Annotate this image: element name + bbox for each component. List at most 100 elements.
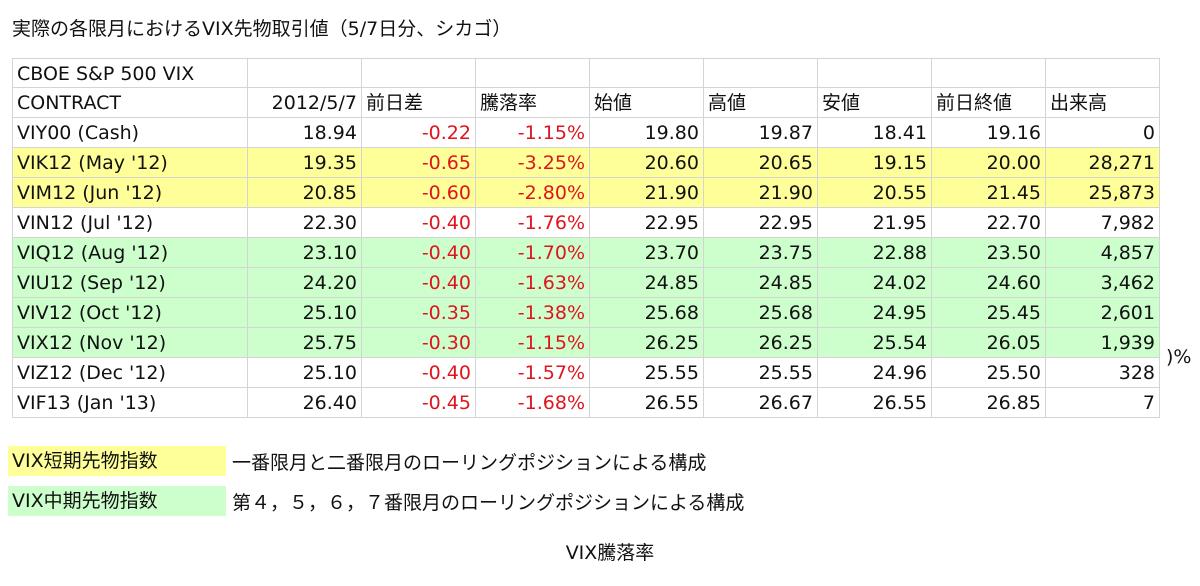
- table-cell: 25.10: [248, 298, 362, 328]
- legend-label: VIX短期先物指数: [8, 446, 226, 476]
- title: 実際の各限月におけるVIX先物取引値（5/7日分、シカゴ）: [12, 18, 512, 40]
- table-cell: 19.15: [818, 148, 932, 178]
- table-cell: VIN12 (Jul '12): [12, 208, 248, 238]
- legend-description: 第４，５，６，７番限月のローリングポジションによる構成: [232, 492, 745, 514]
- table-cell: 25,873: [1046, 178, 1160, 208]
- table-cell: -0.45: [362, 388, 476, 418]
- table-cell: 7,982: [1046, 208, 1160, 238]
- legend-label: VIX中期先物指数: [8, 486, 226, 516]
- table-cell: 20.00: [932, 148, 1046, 178]
- table-cell: -3.25%: [476, 148, 590, 178]
- table-cell: 23.75: [704, 238, 818, 268]
- table-cell: -0.40: [362, 238, 476, 268]
- table-cell: 19.16: [932, 118, 1046, 148]
- table-cell: 25.55: [590, 358, 704, 388]
- table-cell: 23.10: [248, 238, 362, 268]
- table-cell: 高値: [704, 88, 818, 118]
- table-cell: 26.05: [932, 328, 1046, 358]
- table-cell: -1.15%: [476, 118, 590, 148]
- table-cell: 20.65: [704, 148, 818, 178]
- table-cell: -1.63%: [476, 268, 590, 298]
- table-cell: 26.25: [590, 328, 704, 358]
- table-cell: [704, 58, 818, 88]
- table-cell: 前日終値: [932, 88, 1046, 118]
- table-cell: 3,462: [1046, 268, 1160, 298]
- table-cell: VIQ12 (Aug '12): [12, 238, 248, 268]
- table-cell: CBOE S&P 500 VIX: [12, 58, 248, 88]
- table-cell: [248, 58, 362, 88]
- table-cell: -0.22: [362, 118, 476, 148]
- table-cell: 18.41: [818, 118, 932, 148]
- legend-description: 一番限月と二番限月のローリングポジションによる構成: [232, 452, 707, 474]
- table-cell: -1.76%: [476, 208, 590, 238]
- table-cell: 0: [1046, 118, 1160, 148]
- table-cell: 22.95: [590, 208, 704, 238]
- table-cell: 7: [1046, 388, 1160, 418]
- table-cell: VIV12 (Oct '12): [12, 298, 248, 328]
- table-cell: 1,939: [1046, 328, 1160, 358]
- table-cell: 18.94: [248, 118, 362, 148]
- table-cell: 24.95: [818, 298, 932, 328]
- table-cell: 23.50: [932, 238, 1046, 268]
- table-cell: VIK12 (May '12): [12, 148, 248, 178]
- table-cell: [818, 58, 932, 88]
- table-cell: CONTRACT: [12, 88, 248, 118]
- table-cell: -0.65: [362, 148, 476, 178]
- table-cell: 始値: [590, 88, 704, 118]
- table-cell: 20.85: [248, 178, 362, 208]
- table-cell: 22.70: [932, 208, 1046, 238]
- table-cell: 25.75: [248, 328, 362, 358]
- table-cell: -2.80%: [476, 178, 590, 208]
- table-cell: -0.40: [362, 268, 476, 298]
- table-cell: -1.70%: [476, 238, 590, 268]
- table-cell: 26.55: [590, 388, 704, 418]
- table-cell: [932, 58, 1046, 88]
- table-cell: 24.96: [818, 358, 932, 388]
- table-cell: -1.57%: [476, 358, 590, 388]
- table-cell: 21.90: [704, 178, 818, 208]
- table-cell: 20.60: [590, 148, 704, 178]
- table-cell: 24.85: [590, 268, 704, 298]
- table-cell: 2012/5/7: [248, 88, 362, 118]
- table-cell: 22.88: [818, 238, 932, 268]
- table-cell: VIF13 (Jan '13): [12, 388, 248, 418]
- table-cell: [590, 58, 704, 88]
- table-cell: 25.68: [590, 298, 704, 328]
- table-cell: 21.45: [932, 178, 1046, 208]
- table-cell: 25.10: [248, 358, 362, 388]
- table-cell: [362, 58, 476, 88]
- table-cell: 26.85: [932, 388, 1046, 418]
- stray-text: )%: [1166, 346, 1192, 368]
- table-cell: 24.02: [818, 268, 932, 298]
- table-cell: 4,857: [1046, 238, 1160, 268]
- table-cell: -0.30: [362, 328, 476, 358]
- table-cell: 25.68: [704, 298, 818, 328]
- table-cell: [1046, 58, 1160, 88]
- table-cell: 2,601: [1046, 298, 1160, 328]
- table-cell: VIU12 (Sep '12): [12, 268, 248, 298]
- table-cell: -0.40: [362, 358, 476, 388]
- table-cell: -0.40: [362, 208, 476, 238]
- table-cell: 21.95: [818, 208, 932, 238]
- table-cell: 28,271: [1046, 148, 1160, 178]
- table-cell: 22.95: [704, 208, 818, 238]
- table-cell: 328: [1046, 358, 1160, 388]
- table-cell: 25.45: [932, 298, 1046, 328]
- table-cell: 24.85: [704, 268, 818, 298]
- table-cell: 26.25: [704, 328, 818, 358]
- table-cell: -1.38%: [476, 298, 590, 328]
- table-cell: VIM12 (Jun '12): [12, 178, 248, 208]
- table-cell: 騰落率: [476, 88, 590, 118]
- table-cell: VIZ12 (Dec '12): [12, 358, 248, 388]
- table-cell: 前日差: [362, 88, 476, 118]
- table-cell: -0.35: [362, 298, 476, 328]
- table-cell: 23.70: [590, 238, 704, 268]
- table-cell: [476, 58, 590, 88]
- table-cell: -1.15%: [476, 328, 590, 358]
- table-cell: 出来高: [1046, 88, 1160, 118]
- table-cell: 26.40: [248, 388, 362, 418]
- table-cell: 24.20: [248, 268, 362, 298]
- table-cell: VIY00 (Cash): [12, 118, 248, 148]
- footer: VIX騰落率: [565, 542, 655, 564]
